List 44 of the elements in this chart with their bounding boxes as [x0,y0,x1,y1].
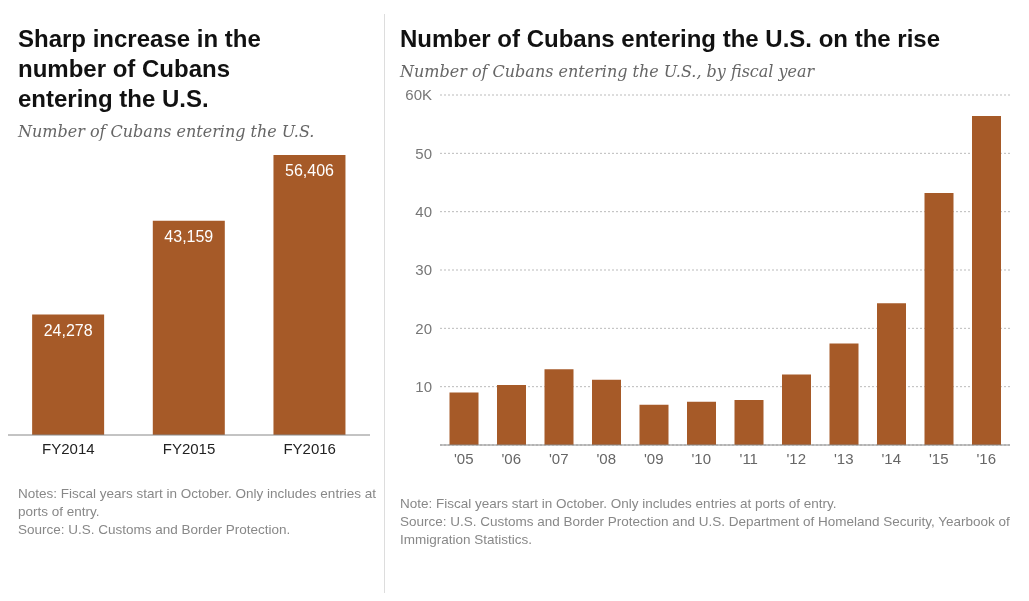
source-note: Source: U.S. Customs and Border Protection. [18,521,292,539]
y-tick-label: 30 [415,261,432,279]
bar [972,116,1001,445]
x-tick-label: '15 [928,449,949,467]
data-label: 43,159 [164,228,214,246]
y-tick-label: 20 [415,319,432,337]
x-tick-label: '11 [739,449,758,467]
x-tick-label: '10 [691,449,712,467]
chart-subtitle: Number of Cubans entering the U.S., by fiscal year [400,62,816,81]
chart-subtitle: Number of Cubans entering the U.S. [18,122,316,141]
bar [829,343,859,445]
x-tick-label: FY2016 [283,439,336,457]
chart-title: Sharp increase in the number of Cubans entering the U.S. [18,24,262,114]
x-tick-label: '12 [786,449,807,467]
bar [592,379,621,445]
bar [734,400,764,445]
data-label: 24,278 [43,321,93,339]
y-tick-label: 40 [415,202,432,220]
bar [639,404,669,445]
y-tick-label: 10 [415,377,432,395]
x-tick-label: '05 [453,449,474,467]
bar [687,401,716,445]
x-tick-label: FY2015 [162,439,216,457]
bar [782,374,811,445]
text: Notes: Fiscal years start in October. Only includes entries at ports of entry. [18,485,377,521]
y-tick-label: 50 [415,144,432,162]
x-tick-label: '16 [976,449,997,467]
bar [877,303,906,445]
x-tick-label: '13 [833,449,854,467]
x-tick-label: '09 [643,449,664,467]
text: Note: Fiscal years start in October. Only includes entries at ports of entry. [400,495,838,513]
bar [924,193,954,445]
x-tick-label: '07 [548,449,569,467]
x-tick-label: FY2014 [42,439,95,457]
source-note: Source: U.S. Customs and Border Protection and U.S. Department of Homeland Security, Yearbook of Immigration Statistics. [400,513,1011,549]
x-tick-label: '14 [881,449,902,467]
data-label: 56,406 [285,162,335,180]
y-tick-label: 60K [405,86,432,104]
x-tick-label: '08 [596,449,617,467]
bar [544,369,574,445]
bar [449,392,479,445]
x-tick-label: '06 [501,449,522,467]
bar [497,384,526,445]
chart-title: Number of Cubans entering the U.S. on the rise [400,24,942,54]
